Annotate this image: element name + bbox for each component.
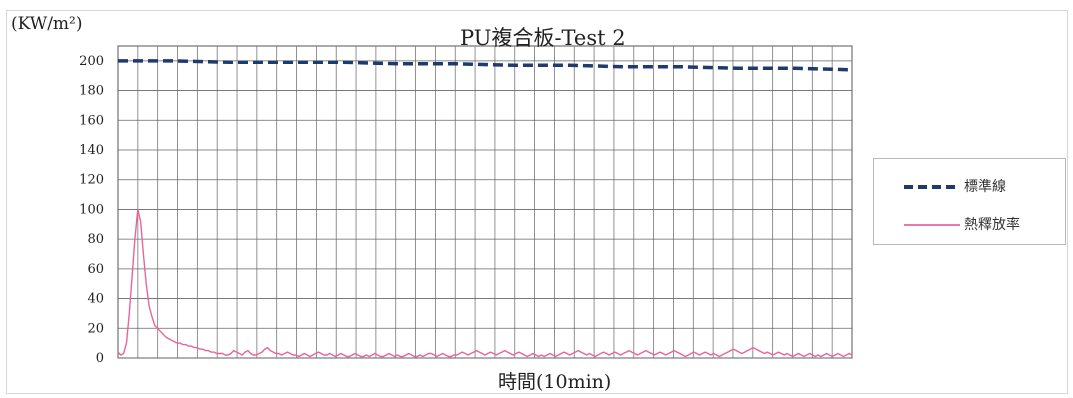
y-tick-label: 160 — [79, 113, 104, 128]
y-tick-label: 120 — [79, 173, 104, 188]
y-tick-label: 140 — [79, 143, 104, 158]
series-line-heat-release — [117, 208, 853, 358]
plot-area — [117, 45, 853, 359]
legend-item-heat-release: 熱釋放率 — [874, 215, 1065, 235]
chart-frame — [6, 10, 1068, 394]
legend-swatch-solid-icon — [904, 224, 960, 226]
y-tick-label: 100 — [79, 202, 104, 217]
y-axis-label: (KW/m²) — [11, 14, 83, 34]
y-tick-label: 180 — [79, 84, 104, 99]
y-tick-label: 20 — [87, 321, 104, 336]
series-line-standard — [118, 59, 853, 72]
legend-label-heat-release: 熱釋放率 — [964, 217, 1020, 233]
y-tick-label: 60 — [87, 262, 104, 277]
y-tick-label: 200 — [79, 54, 104, 69]
legend-swatch-dashed-icon — [904, 185, 960, 189]
y-tick-label: 40 — [87, 292, 104, 307]
y-tick-label: 80 — [87, 232, 104, 247]
legend-label-standard: 標準線 — [964, 179, 1006, 195]
y-tick-label: 0 — [96, 351, 104, 366]
x-axis-label: 時間(10min) — [498, 371, 612, 393]
legend: 標準線 熱釋放率 — [873, 158, 1066, 245]
chart-title: PU複合板-Test 2 — [460, 26, 626, 50]
legend-item-standard: 標準線 — [874, 177, 1065, 197]
